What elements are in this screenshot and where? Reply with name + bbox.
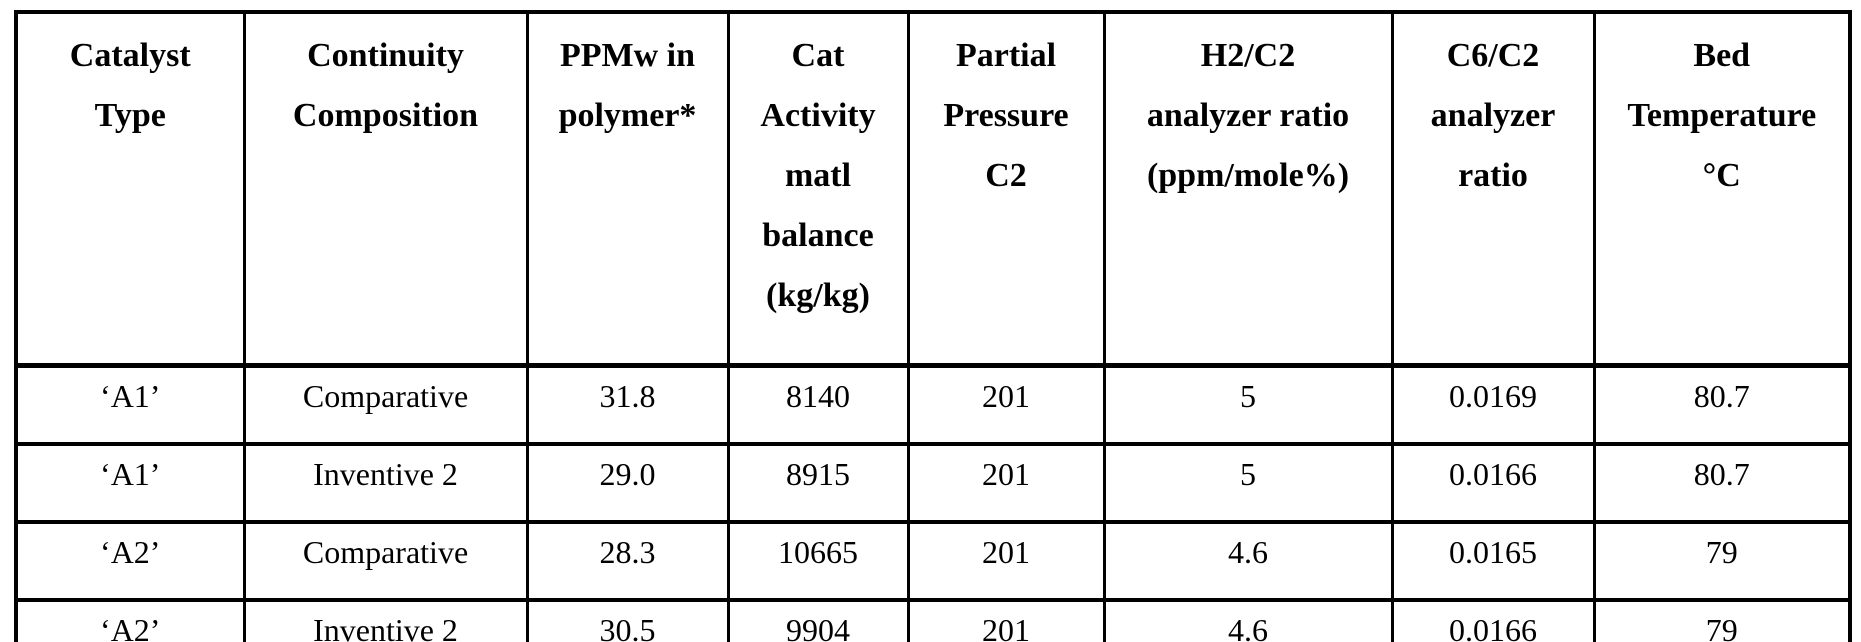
table-cell-ppmw: 30.5 — [525, 598, 730, 642]
table-cell-ppmw: 28.3 — [525, 520, 730, 602]
table-cell-bed-temperature: 79 — [1592, 598, 1852, 642]
table-cell-partial-pressure: 201 — [906, 598, 1106, 642]
table-cell-composition: Comparative — [242, 363, 529, 446]
table-cell-composition: Comparative — [242, 520, 529, 602]
column-header-h2-c2-analyzer-ratio: H2/C2 analyzer ratio (ppm/mole%) — [1102, 10, 1394, 368]
column-header-continuity-composition: Continuity Composition — [242, 10, 529, 368]
column-header-catalyst-type: Catalyst Type — [14, 10, 246, 368]
table-cell-ppmw: 31.8 — [525, 363, 730, 446]
table-row: ‘A1’ Comparative 31.8 8140 201 5 0.0169 … — [14, 363, 1852, 446]
column-header-partial-pressure-c2: Partial Pressure C2 — [906, 10, 1106, 368]
table-cell-c6-c2-ratio: 0.0166 — [1390, 442, 1596, 524]
table-cell-h2-c2-ratio: 4.6 — [1102, 598, 1394, 642]
table-cell-c6-c2-ratio: 0.0165 — [1390, 520, 1596, 602]
column-header-c6-c2-analyzer-ratio: C6/C2 analyzer ratio — [1390, 10, 1596, 368]
column-header-ppmw-in-polymer: PPMw in polymer* — [525, 10, 730, 368]
table-cell-catalyst-type: ‘A2’ — [14, 598, 246, 642]
table-cell-c6-c2-ratio: 0.0169 — [1390, 363, 1596, 446]
table-cell-bed-temperature: 80.7 — [1592, 442, 1852, 524]
table-cell-c6-c2-ratio: 0.0166 — [1390, 598, 1596, 642]
table-cell-cat-activity: 8915 — [726, 442, 910, 524]
table-cell-partial-pressure: 201 — [906, 363, 1106, 446]
table-cell-catalyst-type: ‘A1’ — [14, 442, 246, 524]
header-row: Catalyst Type Continuity Composition PPM… — [14, 10, 1852, 368]
table-cell-composition: Inventive 2 — [242, 442, 529, 524]
table-cell-catalyst-type: ‘A2’ — [14, 520, 246, 602]
table-cell-h2-c2-ratio: 4.6 — [1102, 520, 1394, 602]
table-row: ‘A1’ Inventive 2 29.0 8915 201 5 0.0166 … — [14, 442, 1852, 524]
table-cell-h2-c2-ratio: 5 — [1102, 442, 1394, 524]
table-row: ‘A2’ Inventive 2 30.5 9904 201 4.6 0.016… — [14, 598, 1852, 642]
table-cell-partial-pressure: 201 — [906, 442, 1106, 524]
table-cell-cat-activity: 8140 — [726, 363, 910, 446]
column-header-bed-temperature: Bed Temperature °C — [1592, 10, 1852, 368]
column-header-cat-activity: Cat Activity matl balance (kg/kg) — [726, 10, 910, 368]
table-cell-h2-c2-ratio: 5 — [1102, 363, 1394, 446]
data-table: Catalyst Type Continuity Composition PPM… — [14, 10, 1852, 642]
table-row: ‘A2’ Comparative 28.3 10665 201 4.6 0.01… — [14, 520, 1852, 602]
table-cell-composition: Inventive 2 — [242, 598, 529, 642]
table-cell-partial-pressure: 201 — [906, 520, 1106, 602]
table-cell-cat-activity: 10665 — [726, 520, 910, 602]
table-cell-cat-activity: 9904 — [726, 598, 910, 642]
table-cell-catalyst-type: ‘A1’ — [14, 363, 246, 446]
table-cell-bed-temperature: 80.7 — [1592, 363, 1852, 446]
table-cell-ppmw: 29.0 — [525, 442, 730, 524]
table-cell-bed-temperature: 79 — [1592, 520, 1852, 602]
